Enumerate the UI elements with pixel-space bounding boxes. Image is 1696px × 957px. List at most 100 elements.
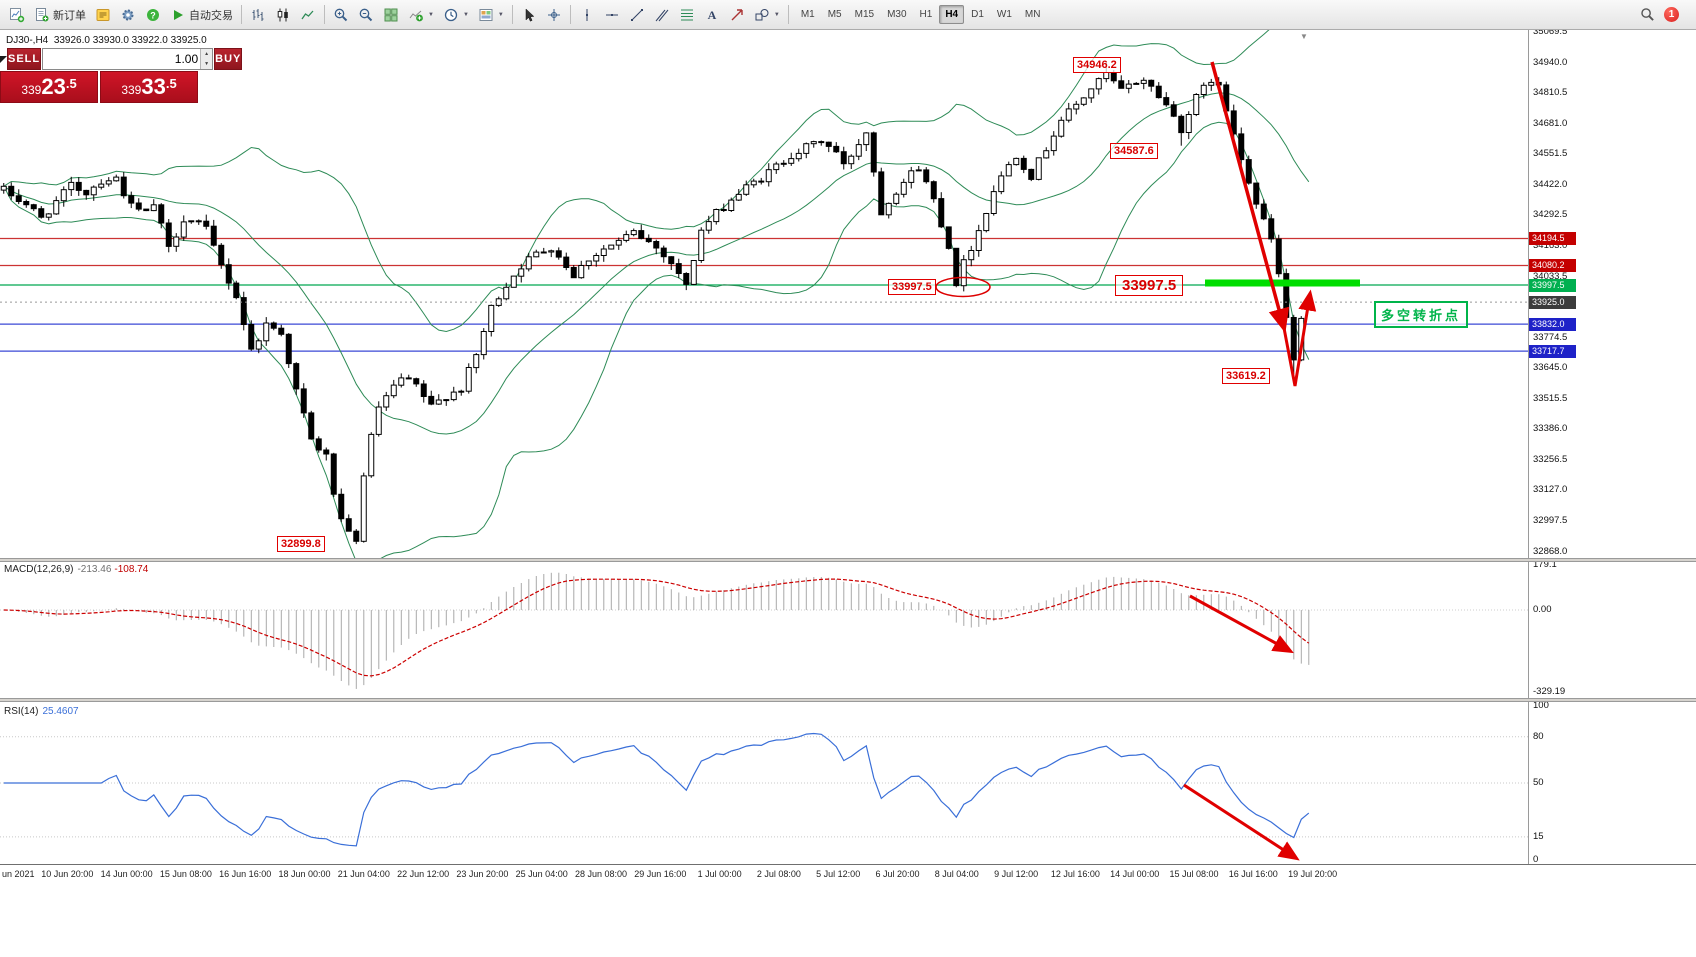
- chevron-down-icon: ▼: [462, 11, 469, 18]
- time-label: 23 Jun 20:00: [456, 869, 509, 879]
- new-chart-button[interactable]: [5, 3, 29, 27]
- bar-chart-icon: [252, 8, 264, 21]
- notification-badge[interactable]: 1: [1664, 7, 1679, 22]
- time-label: 18 Jun 00:00: [278, 869, 331, 879]
- timeframe-m5-button[interactable]: M5: [822, 5, 848, 24]
- zoom-out-button[interactable]: [354, 3, 378, 27]
- metaeditor-button[interactable]: [91, 3, 115, 27]
- fibonacci-icon: [680, 9, 693, 20]
- toolbar-separator: [324, 5, 325, 24]
- timeframe-m1-button[interactable]: M1: [795, 5, 821, 24]
- zoom-in-button[interactable]: [329, 3, 353, 27]
- annotation-high-34587[interactable]: 34587.6: [1110, 143, 1158, 159]
- templates-icon: [479, 8, 493, 21]
- chart-ohlc: 33926.0 33930.0 33922.0 33925.0: [53, 35, 207, 46]
- buy-button[interactable]: BUY: [214, 48, 243, 70]
- panel-separator[interactable]: [0, 558, 1696, 562]
- candlestick-chart-button[interactable]: [271, 3, 295, 27]
- price-tick: 33256.5: [1533, 453, 1568, 465]
- time-label: 6 Jul 20:00: [875, 869, 920, 879]
- bar-chart-button[interactable]: [246, 3, 270, 27]
- price-level-tag: 34194.5: [1529, 232, 1576, 246]
- panel-separator[interactable]: [0, 698, 1696, 702]
- arrow-icon: [731, 8, 743, 20]
- timeframe-h1-button[interactable]: H1: [914, 5, 939, 24]
- annotation-low-33619[interactable]: 33619.2: [1222, 368, 1270, 384]
- collapse-panel-button[interactable]: [0, 48, 7, 70]
- text-button[interactable]: A: [700, 3, 724, 27]
- options-button[interactable]: [116, 3, 140, 27]
- search-icon[interactable]: [1640, 7, 1655, 22]
- horizontal-line-button[interactable]: [600, 3, 624, 27]
- rsi-value: 25.4607: [42, 706, 79, 717]
- indicators-button[interactable]: ▼: [404, 3, 438, 27]
- time-label: 12 Jul 16:00: [1050, 869, 1100, 879]
- candlestick-chart[interactable]: [0, 30, 1528, 558]
- price-tick: 32868.0: [1533, 545, 1568, 557]
- cursor-icon: [525, 7, 535, 22]
- buy-price-big: 33: [141, 74, 166, 99]
- timeframe-h4-button[interactable]: H4: [939, 5, 965, 24]
- volume-field: ▲ ▼: [42, 48, 214, 70]
- cursor-button[interactable]: [517, 3, 541, 27]
- periods-button[interactable]: ▼: [439, 3, 473, 27]
- time-label: 14 Jun 00:00: [100, 869, 153, 879]
- annotation-level-33997-small[interactable]: 33997.5: [888, 279, 936, 295]
- line-chart-button[interactable]: [296, 3, 320, 27]
- rsi-indicator-chart[interactable]: [0, 702, 1528, 864]
- scroll-to-end-icon[interactable]: ▼: [1300, 32, 1308, 41]
- buy-price[interactable]: 339 33.5: [100, 71, 198, 103]
- macd-axis-label: -329.19: [1533, 686, 1566, 698]
- candlestick-icon: [277, 8, 288, 21]
- time-label: 19 Jul 20:00: [1288, 869, 1338, 879]
- price-tick: 33774.5: [1533, 331, 1568, 343]
- volume-down-icon[interactable]: ▼: [201, 59, 213, 69]
- timeframe-d1-button[interactable]: D1: [965, 5, 990, 24]
- price-tick: 34422.0: [1533, 178, 1568, 190]
- sell-price-small: 339: [21, 83, 42, 97]
- macd-name: MACD(12,26,9): [4, 564, 74, 575]
- time-label: 15 Jun 08:00: [159, 869, 212, 879]
- price-tick: 34551.5: [1533, 148, 1568, 160]
- text-icon: A: [708, 8, 717, 22]
- crosshair-button[interactable]: [542, 3, 566, 27]
- sell-price[interactable]: 339 23.5: [0, 71, 98, 103]
- vertical-line-button[interactable]: [575, 3, 599, 27]
- price-tick: 34681.0: [1533, 117, 1568, 129]
- annotation-level-33997-large[interactable]: 33997.5: [1115, 275, 1184, 296]
- shapes-button[interactable]: ▼: [750, 3, 784, 27]
- horizontal-line-icon: [605, 13, 618, 16]
- time-axis[interactable]: un 2021 10 Jun 20:00 14 Jun 00:00 15 Jun 08…: [0, 864, 1696, 886]
- timeframe-mn-button[interactable]: MN: [1019, 5, 1047, 24]
- fibonacci-button[interactable]: [675, 3, 699, 27]
- macd-main-value: -213.46: [77, 564, 112, 575]
- current-price-tag: 33925.0: [1529, 295, 1576, 309]
- channel-button[interactable]: [650, 3, 674, 27]
- trendline-button[interactable]: [625, 3, 649, 27]
- price-tick: 32997.5: [1533, 515, 1568, 527]
- templates-button[interactable]: ▼: [474, 3, 508, 27]
- svg-text:?: ?: [150, 10, 156, 20]
- timeframe-w1-button[interactable]: W1: [991, 5, 1018, 24]
- timeframe-m15-button[interactable]: M15: [849, 5, 880, 24]
- buy-price-small: 339: [121, 83, 142, 97]
- auto-trading-button[interactable]: 自动交易: [166, 3, 237, 27]
- rsi-axis-label: 100: [1533, 700, 1549, 711]
- time-label: 5 Jul 12:00: [816, 869, 861, 879]
- tile-windows-button[interactable]: [379, 3, 403, 27]
- rsi-axis-label: 50: [1533, 777, 1544, 788]
- arrows-tool-button[interactable]: [725, 3, 749, 27]
- volume-input[interactable]: [43, 49, 201, 69]
- annotation-turning-point[interactable]: 多空转折点: [1374, 301, 1469, 328]
- timeframe-m30-button[interactable]: M30: [881, 5, 912, 24]
- new-order-button[interactable]: 新订单: [30, 3, 90, 27]
- annotation-high-34946[interactable]: 34946.2: [1073, 57, 1121, 73]
- volume-up-icon[interactable]: ▲: [201, 49, 213, 59]
- annotation-low-32899[interactable]: 32899.8: [277, 536, 325, 552]
- help-button[interactable]: ?: [141, 3, 165, 27]
- macd-signal-value: -108.74: [114, 564, 149, 575]
- sell-button[interactable]: SELL: [7, 48, 42, 70]
- macd-indicator-chart[interactable]: [0, 562, 1528, 698]
- price-tick: 35069.5: [1533, 30, 1568, 38]
- price-tick: 33127.0: [1533, 484, 1568, 496]
